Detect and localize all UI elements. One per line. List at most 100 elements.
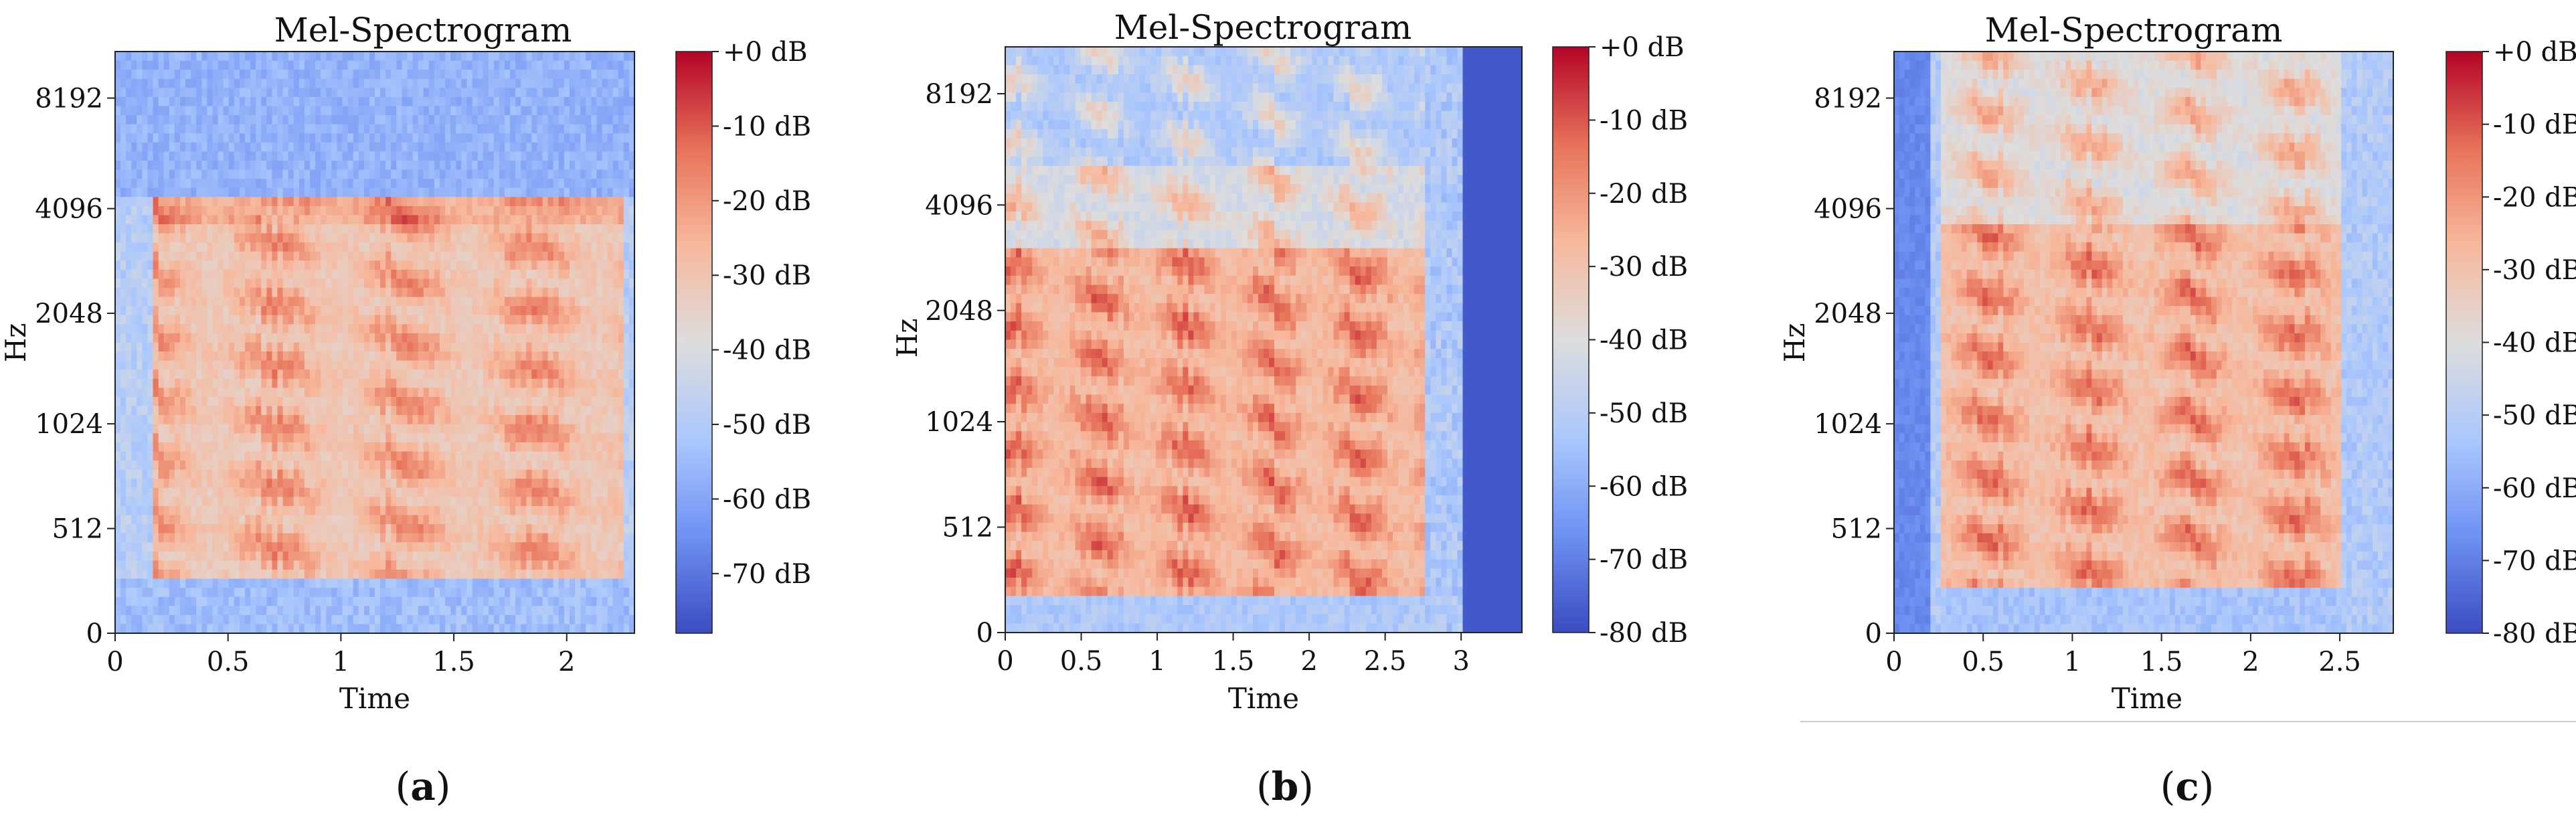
heatmap-cell bbox=[412, 215, 419, 225]
heatmap-cell bbox=[515, 306, 521, 316]
heatmap-cell bbox=[321, 378, 327, 388]
heatmap-cell bbox=[288, 96, 294, 107]
heatmap-cell bbox=[272, 106, 278, 116]
heatmap-cell bbox=[337, 187, 343, 197]
heatmap-cell bbox=[369, 351, 375, 361]
heatmap-cell bbox=[445, 205, 451, 216]
heatmap-cell bbox=[477, 324, 484, 334]
heatmap-cell bbox=[256, 306, 262, 316]
heatmap-cell bbox=[466, 578, 473, 588]
heatmap-cell bbox=[477, 205, 484, 216]
heatmap-cell bbox=[466, 479, 473, 489]
heatmap-cell bbox=[353, 124, 359, 134]
heatmap-cell bbox=[483, 351, 489, 361]
heatmap-cell bbox=[250, 351, 256, 361]
heatmap-cell bbox=[282, 151, 289, 161]
heatmap-cell bbox=[191, 269, 197, 280]
heatmap-cell bbox=[293, 297, 300, 307]
heatmap-cell bbox=[428, 215, 435, 225]
heatmap-cell bbox=[212, 124, 219, 134]
heatmap-cell bbox=[174, 497, 181, 507]
heatmap-cell bbox=[163, 424, 170, 434]
heatmap-cell bbox=[434, 269, 440, 280]
heatmap-cell bbox=[515, 142, 521, 152]
heatmap-cell bbox=[142, 151, 149, 161]
heatmap-cell bbox=[272, 215, 278, 225]
heatmap-cell bbox=[488, 260, 495, 270]
heatmap-cell bbox=[174, 78, 181, 88]
heatmap-cell bbox=[261, 160, 267, 171]
heatmap-cell bbox=[342, 624, 349, 634]
heatmap-cell bbox=[515, 533, 521, 543]
heatmap-cell bbox=[137, 242, 143, 252]
heatmap-cell bbox=[423, 333, 430, 343]
heatmap-cell bbox=[515, 406, 521, 416]
heatmap-cell bbox=[380, 115, 386, 125]
heatmap-cell bbox=[407, 624, 414, 634]
heatmap-cell bbox=[505, 578, 511, 588]
heatmap-cell bbox=[423, 542, 430, 552]
heatmap-cell bbox=[234, 351, 240, 361]
heatmap-cell bbox=[288, 505, 294, 516]
heatmap-cell bbox=[521, 505, 527, 516]
heatmap-cell bbox=[493, 614, 500, 625]
heatmap-cell bbox=[391, 315, 397, 325]
heatmap-cell bbox=[228, 333, 235, 343]
heatmap-cell bbox=[477, 297, 484, 307]
heatmap-cell bbox=[304, 215, 311, 225]
heatmap-cell bbox=[521, 242, 527, 252]
heatmap-cell bbox=[201, 306, 208, 316]
heatmap-cell bbox=[521, 288, 527, 298]
heatmap-cell bbox=[137, 396, 143, 407]
heatmap-cell bbox=[131, 324, 137, 334]
heatmap-cell bbox=[456, 551, 462, 561]
heatmap-cell bbox=[521, 461, 527, 471]
heatmap-cell bbox=[115, 378, 121, 388]
heatmap-cell bbox=[396, 342, 403, 352]
heatmap-cell bbox=[440, 551, 446, 561]
heatmap-cell bbox=[396, 505, 403, 516]
heatmap-cell bbox=[158, 542, 165, 552]
heatmap-cell bbox=[256, 124, 262, 134]
heatmap-cell bbox=[472, 396, 479, 407]
heatmap-cell bbox=[505, 133, 511, 143]
heatmap-cell bbox=[201, 351, 208, 361]
heatmap-cell bbox=[428, 524, 435, 534]
heatmap-cell bbox=[358, 369, 365, 380]
heatmap-cell bbox=[461, 324, 468, 334]
heatmap-cell bbox=[396, 333, 403, 343]
heatmap-cell bbox=[445, 578, 451, 588]
heatmap-cell bbox=[412, 424, 419, 434]
heatmap-cell bbox=[256, 233, 262, 243]
heatmap-cell bbox=[234, 78, 240, 88]
heatmap-cell bbox=[385, 205, 392, 216]
heatmap-cell bbox=[234, 369, 240, 380]
heatmap-cell bbox=[298, 569, 305, 580]
heatmap-cell bbox=[499, 179, 505, 189]
heatmap-cell bbox=[380, 487, 386, 497]
heatmap-cell bbox=[483, 524, 489, 534]
heatmap-cell bbox=[228, 205, 235, 216]
heatmap-cell bbox=[331, 297, 338, 307]
heatmap-cell bbox=[466, 142, 473, 152]
heatmap-cell bbox=[488, 333, 495, 343]
heatmap-cell bbox=[342, 88, 349, 98]
heatmap-cell bbox=[499, 88, 505, 98]
heatmap-cell bbox=[510, 533, 516, 543]
heatmap-cell bbox=[126, 378, 132, 388]
heatmap-cell bbox=[223, 487, 230, 497]
heatmap-cell bbox=[521, 160, 527, 171]
heatmap-cell bbox=[180, 606, 186, 616]
heatmap-cell bbox=[158, 278, 165, 288]
heatmap-cell bbox=[380, 197, 386, 207]
heatmap-cell bbox=[510, 124, 516, 134]
heatmap-cell bbox=[521, 187, 527, 197]
heatmap-cell bbox=[277, 215, 284, 225]
heatmap-cell bbox=[434, 215, 440, 225]
heatmap-cell bbox=[212, 614, 219, 625]
heatmap-cell bbox=[245, 533, 251, 543]
heatmap-cell bbox=[261, 497, 267, 507]
heatmap-cell bbox=[347, 297, 354, 307]
heatmap-cell bbox=[402, 442, 408, 452]
heatmap-cell bbox=[461, 515, 468, 525]
